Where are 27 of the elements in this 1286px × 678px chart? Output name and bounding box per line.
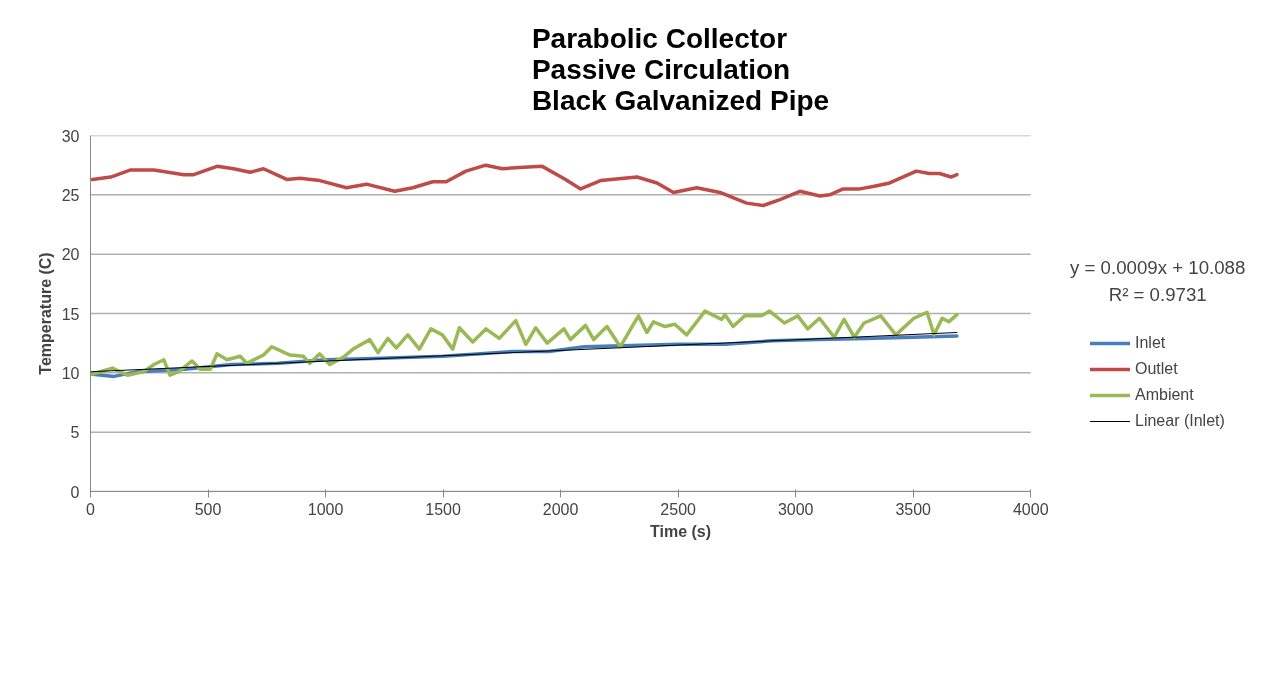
x-tick-label: 1000 [307,500,344,518]
x-tick-label: 2000 [542,500,579,518]
y-tick-label: 0 [70,483,80,501]
line-series [90,163,959,208]
y-tick-label: 25 [61,186,80,204]
y-tick-label: 5 [70,424,80,442]
x-axis-title: Time (s) [649,522,712,540]
y-axis-title: Temperature (C) [36,252,54,375]
line-series [90,309,959,377]
y-tick-label: 30 [61,127,80,145]
text: R² = 0.9731 [1108,283,1207,305]
x-tick-label: 3000 [777,500,814,518]
text: y = 0.0009x + 10.088 [1070,256,1246,278]
chart-title: Parabolic Collector Passive Circulation Black Galvanized Pipe [531,22,830,116]
x-tick-label: 3500 [895,500,932,518]
y-tick-label: 15 [61,305,80,323]
legend-label: Outlet [1135,360,1178,378]
y-tick-label: 20 [61,246,80,264]
legend-label: Linear (Inlet) [1135,412,1225,430]
legend-label: Ambient [1135,386,1194,404]
x-tick-label: 500 [194,500,222,518]
legend-label: Inlet [1135,334,1166,352]
x-tick-label: 4000 [1012,500,1049,518]
x-tick-label: 0 [86,500,96,518]
y-tick-label: 10 [61,364,80,382]
x-tick-label: 2500 [660,500,697,518]
x-tick-label: 1500 [425,500,461,518]
